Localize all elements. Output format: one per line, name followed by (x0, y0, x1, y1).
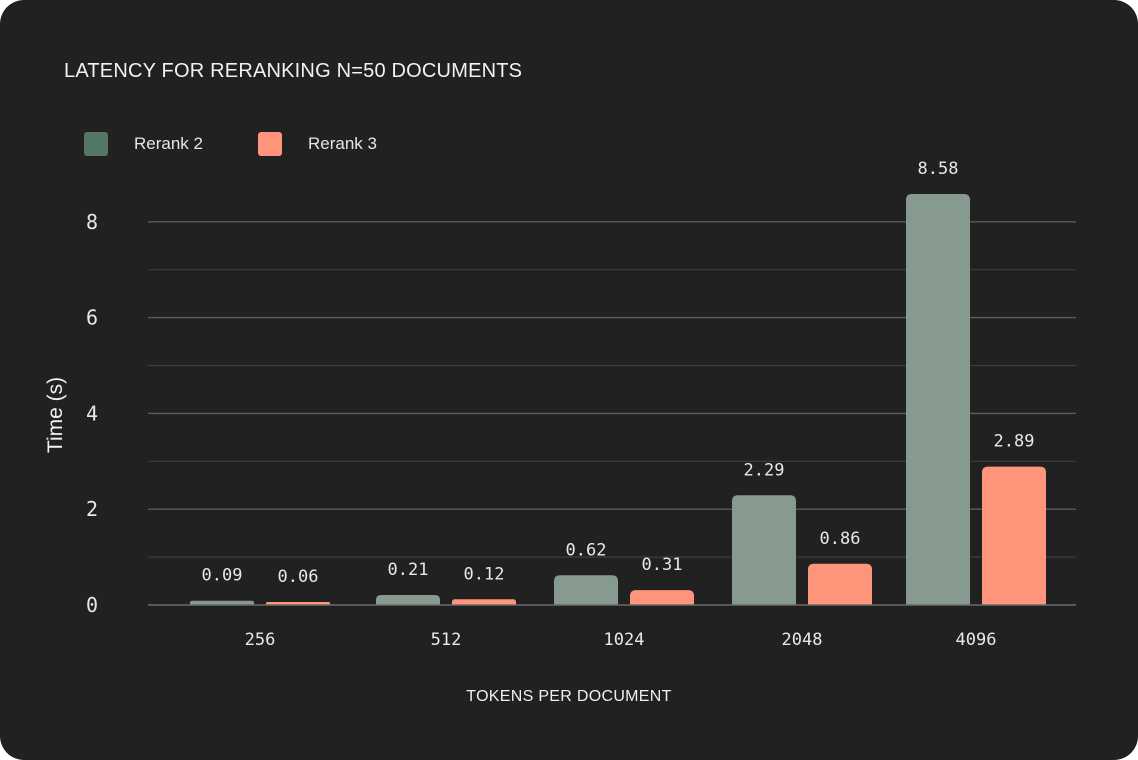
x-axis-label: TOKENS PER DOCUMENT (466, 688, 671, 705)
bar-value-label: 0.31 (642, 555, 683, 575)
bar-rerank-2-512 (376, 594, 440, 605)
legend-swatch-rerank-3 (258, 132, 282, 156)
x-tick-label: 256 (245, 630, 276, 650)
y-tick-label: 4 (86, 401, 98, 425)
bar-value-label: 2.89 (994, 432, 1035, 452)
bar-value-label: 0.86 (820, 529, 861, 549)
legend-label-rerank-3: Rerank 3 (308, 134, 377, 153)
x-tick-label: 2048 (782, 630, 823, 650)
bar-rerank-2-1024 (554, 575, 618, 605)
bar-rerank-3-1024 (630, 590, 694, 605)
bar-rerank-3-4096 (982, 466, 1046, 605)
bar-rerank-3-2048 (808, 563, 872, 605)
x-tick-label: 512 (431, 630, 462, 650)
bar-rerank-2-4096 (906, 194, 970, 605)
bar-value-label: 0.06 (278, 567, 319, 587)
legend-swatch-rerank-2 (84, 132, 108, 156)
x-tick-label: 1024 (604, 630, 645, 650)
x-axis-ticks: 256 512 1024 2048 4096 (245, 630, 997, 650)
bar-value-label: 0.62 (566, 540, 607, 560)
bar-value-label: 0.21 (388, 560, 429, 580)
bar-value-label: 8.58 (918, 159, 959, 179)
y-tick-label: 6 (86, 306, 98, 330)
bar-rerank-3-512 (452, 599, 516, 605)
legend-label-rerank-2: Rerank 2 (134, 134, 203, 153)
y-tick-label: 2 (86, 497, 98, 521)
y-tick-label: 8 (86, 210, 98, 234)
bar-value-label: 0.12 (464, 564, 505, 584)
bar-value-label: 2.29 (744, 460, 785, 480)
bar-rerank-2-2048 (732, 495, 796, 605)
y-axis-ticks: 0 2 4 6 8 (86, 210, 98, 617)
bars (190, 194, 1046, 605)
bar-rerank-2-256 (190, 600, 254, 605)
y-axis-label: Time (s) (44, 377, 67, 453)
bar-value-label: 0.09 (202, 566, 243, 586)
x-tick-label: 4096 (956, 630, 997, 650)
y-tick-label: 0 (86, 593, 98, 617)
chart-title: LATENCY FOR RERANKING N=50 DOCUMENTS (64, 60, 523, 82)
value-labels: 0.09 0.21 0.62 2.29 8.58 0.06 0.12 0.31 0.86 2.89 (202, 159, 1035, 587)
